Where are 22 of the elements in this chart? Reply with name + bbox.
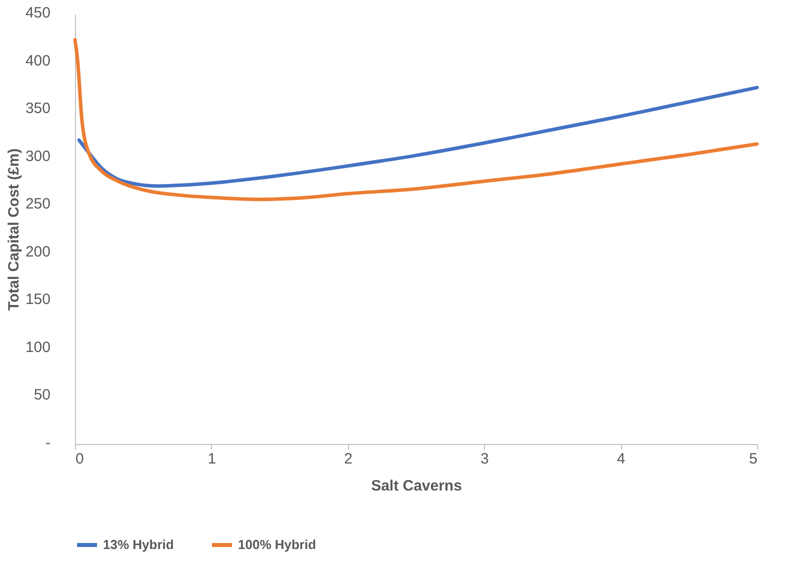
x-tick-label: 0 [76, 450, 84, 468]
y-tick-label: 400 [25, 52, 50, 70]
y-axis-title: Total Capital Cost (£m) [5, 148, 22, 311]
y-tick-label: 250 [25, 196, 50, 213]
x-tick-label: 4 [616, 450, 626, 468]
line-series [73, 38, 759, 202]
y-tick-label: 150 [25, 291, 50, 308]
x-tick-label: 1 [208, 450, 216, 468]
legend-label: 100% Hybrid [238, 537, 316, 552]
x-tick-label: 3 [480, 450, 489, 468]
x-tick-label: 2 [344, 450, 352, 468]
y-tick-label: 350 [25, 100, 50, 118]
y-tick-label: - [46, 434, 50, 452]
line-series [77, 86, 759, 188]
y-tick-label: 100 [25, 338, 50, 356]
y-tick-label: 50 [34, 386, 50, 404]
legend-label: 13% Hybrid [103, 537, 174, 552]
y-tick-label: 300 [25, 148, 50, 165]
x-tick-label: 5 [749, 450, 758, 468]
y-tick-label: 450 [25, 4, 50, 22]
y-tick-label: 200 [25, 243, 50, 260]
x-axis-title: Salt Caverns [371, 478, 462, 494]
